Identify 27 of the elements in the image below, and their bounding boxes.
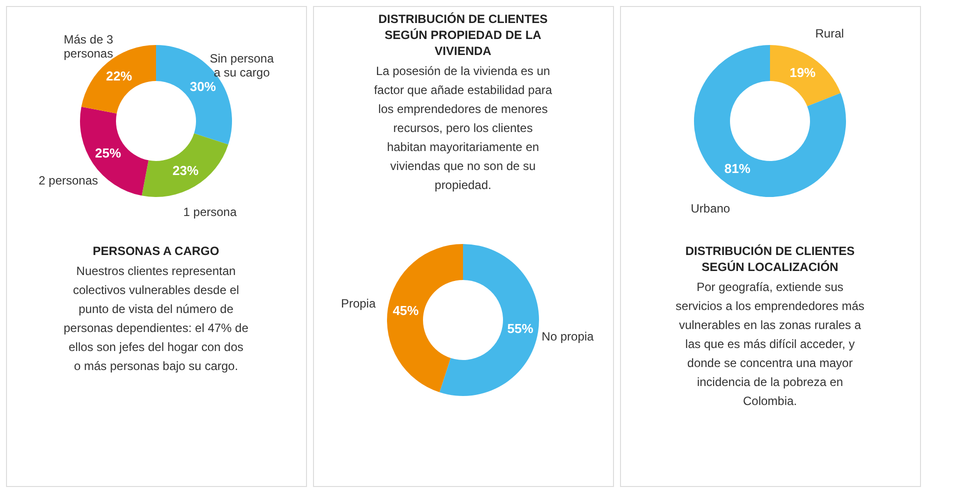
slice-label: 1 persona	[183, 205, 237, 220]
text: PERSONAS A CARGO	[92, 244, 220, 258]
donut-slice	[440, 244, 539, 396]
text: DISTRIBUCIÓN DE CLIENTES SEGÚN LOCALIZACIÓN	[685, 244, 855, 274]
donut-slice	[694, 45, 846, 197]
data-label: 25%	[95, 146, 122, 161]
chart-subtitle: La posesión de la vivienda es un factor que añade estabilidad para los emprendedores de menores recursos, pero los clientes habitan mayoritariamente en viviendas que no son de su propiedad.	[374, 64, 552, 192]
slice-label: Sin persona a su cargo	[210, 52, 274, 80]
data-label: 55%	[507, 321, 534, 336]
donut-slice	[142, 133, 228, 197]
chart-title: DISTRIBUCIÓN DE CLIENTES SEGÚN PROPIEDAD DE LA VIVIENDA	[378, 12, 548, 58]
text: Nuestros clientes representan colectivos vulnerables desde el punto de vista del número de personas dependientes: el 47% de ellos son jefes del hogar con dos o más personas bajo su cargo.	[64, 264, 249, 373]
data-label: 45%	[392, 302, 420, 318]
slice-label: No propia	[542, 330, 594, 344]
data-label: 19%	[790, 65, 816, 80]
slice-label: 2 personas	[38, 174, 98, 188]
data-label: 22%	[106, 68, 132, 84]
donut-slice	[387, 244, 463, 392]
donut-slice	[770, 45, 841, 106]
data-label: 30%	[190, 78, 216, 94]
data-label: 81%	[724, 160, 751, 176]
slice-label: Rural	[815, 26, 844, 40]
slice-label: Urbano	[690, 202, 730, 216]
data-label: 23%	[172, 162, 199, 178]
slice-label: Propia	[340, 296, 376, 310]
slice-label: Más de 3 personas	[64, 32, 114, 60]
text: Por geografía, extiende sus servicios a los emprendedores más vulnerables en las zonas rurales a las que es más difícil acceder, y donde se concentra una mayor incidencia de la pobreza en Colombia.	[676, 280, 864, 408]
